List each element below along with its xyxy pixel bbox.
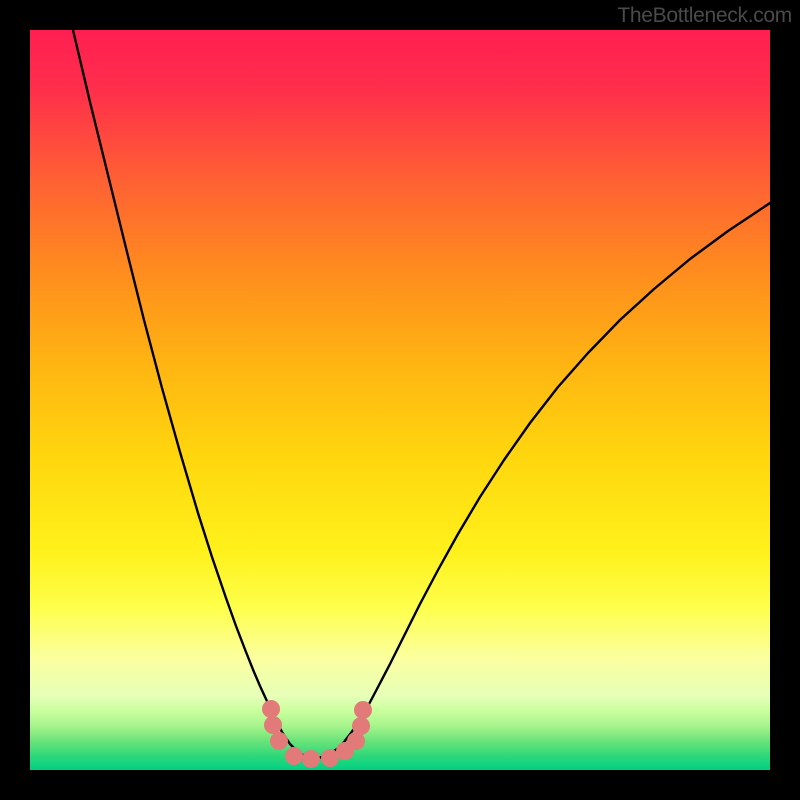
valley-marker	[302, 750, 320, 768]
curve-left	[73, 30, 316, 758]
valley-marker	[264, 716, 282, 734]
valley-marker	[262, 700, 280, 718]
watermark-text: TheBottleneck.com	[617, 4, 792, 28]
plot-area	[30, 30, 770, 770]
chart-container: TheBottleneck.com	[0, 0, 800, 800]
valley-marker	[352, 717, 370, 735]
curves-layer	[30, 30, 770, 770]
valley-marker	[285, 747, 303, 765]
curve-right	[316, 203, 770, 758]
valley-marker	[270, 732, 288, 750]
valley-markers	[262, 700, 372, 768]
valley-marker	[354, 701, 372, 719]
